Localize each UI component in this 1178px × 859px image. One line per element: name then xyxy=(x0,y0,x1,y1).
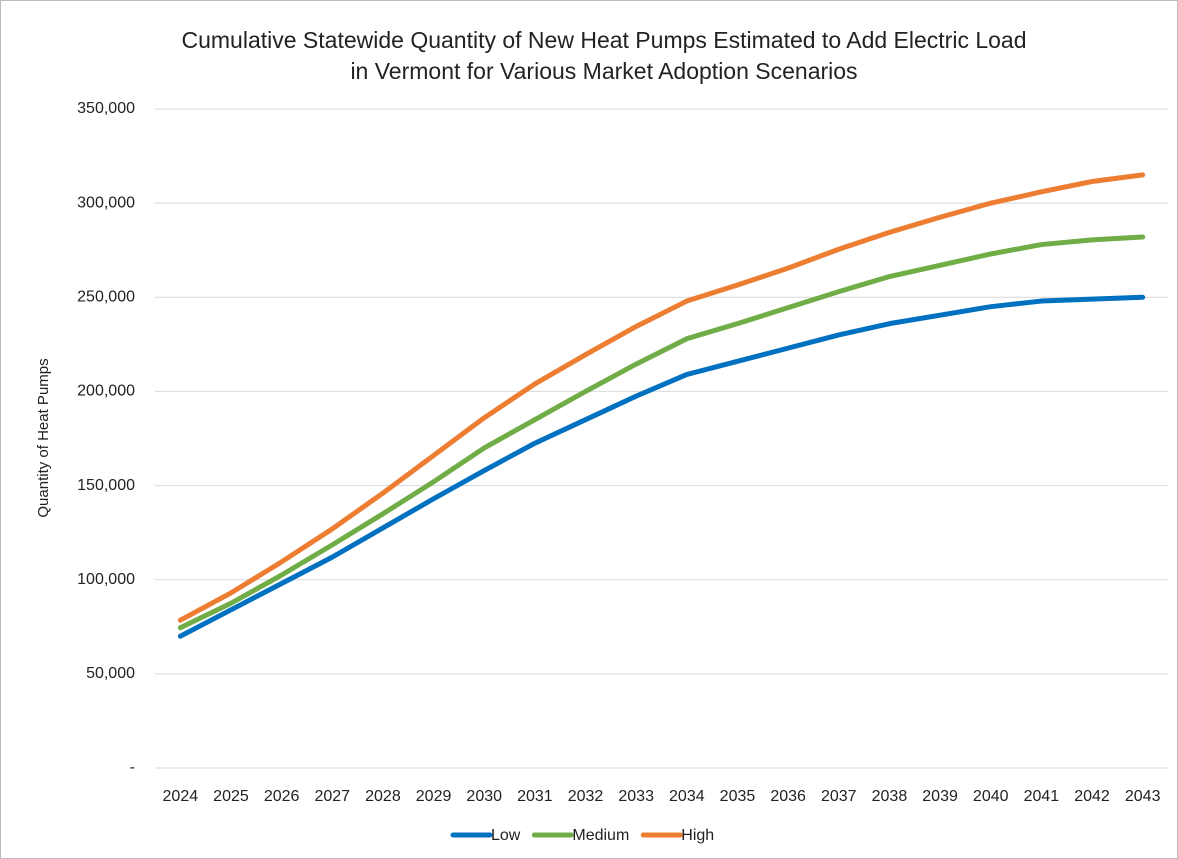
x-tick-label: 2024 xyxy=(163,788,199,805)
x-tick-label: 2038 xyxy=(872,788,908,805)
x-tick-label: 2035 xyxy=(720,788,756,805)
x-tick-label: 2036 xyxy=(770,788,806,805)
x-tick-label: 2037 xyxy=(821,788,857,805)
x-tick-label: 2032 xyxy=(568,788,604,805)
legend-label: Medium xyxy=(572,827,629,844)
y-axis-label: Quantity of Heat Pumps xyxy=(35,358,52,517)
y-tick-label: 150,000 xyxy=(77,477,135,494)
series-line xyxy=(177,234,1146,631)
series-line xyxy=(177,172,1146,623)
y-tick-label: 200,000 xyxy=(77,383,135,400)
legend-label: Low xyxy=(491,827,521,844)
x-tick-label: 2025 xyxy=(213,788,249,805)
x-tick-label: 2028 xyxy=(365,788,401,805)
x-tick-label: 2040 xyxy=(973,788,1009,805)
x-tick-label: 2034 xyxy=(669,788,705,805)
y-tick-label: 300,000 xyxy=(77,194,135,211)
series-line xyxy=(177,294,1146,639)
x-tick-label: 2043 xyxy=(1125,788,1161,805)
y-tick-label: 100,000 xyxy=(77,571,135,588)
x-tick-label: 2030 xyxy=(466,788,502,805)
legend-label: High xyxy=(681,827,714,844)
x-tick-label: 2039 xyxy=(922,788,958,805)
x-tick-label: 2029 xyxy=(416,788,452,805)
x-tick-label: 2033 xyxy=(618,788,654,805)
chart-title: in Vermont for Various Market Adoption S… xyxy=(350,58,857,84)
x-tick-label: 2026 xyxy=(264,788,300,805)
chart-title: Cumulative Statewide Quantity of New Hea… xyxy=(181,27,1026,53)
x-tick-label: 2041 xyxy=(1024,788,1060,805)
y-tick-label: 50,000 xyxy=(86,665,135,682)
y-tick-label: - xyxy=(130,759,135,776)
y-tick-label: 250,000 xyxy=(77,289,135,306)
x-tick-label: 2027 xyxy=(314,788,350,805)
x-tick-label: 2031 xyxy=(517,788,553,805)
y-tick-label: 350,000 xyxy=(77,100,135,117)
x-tick-label: 2042 xyxy=(1074,788,1110,805)
